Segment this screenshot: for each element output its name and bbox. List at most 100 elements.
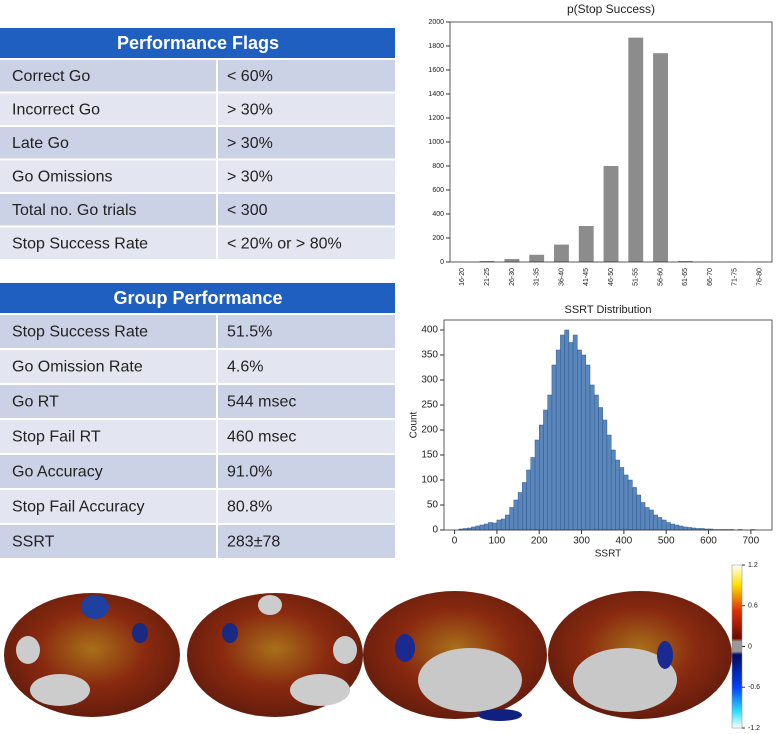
table-cell: 544 msec	[227, 394, 296, 411]
histogram-bar	[636, 494, 642, 531]
histogram-bar	[555, 349, 561, 531]
histogram-bar	[560, 334, 565, 531]
histogram-bar	[483, 523, 489, 531]
x-tick-label: 51-55	[633, 268, 640, 286]
table-row	[0, 160, 395, 192]
table-row	[0, 60, 395, 92]
histogram-bar	[610, 449, 616, 531]
histogram-bar	[665, 522, 671, 531]
table-cell: 460 msec	[227, 429, 296, 446]
table-cell: < 300	[227, 202, 268, 219]
table-cell: < 60%	[227, 68, 273, 85]
y-tick-label: 1400	[428, 91, 444, 98]
table-cell: Go Omissions	[12, 168, 112, 185]
colorbar-tick-label: -1.2	[748, 725, 760, 732]
x-tick-label: 46-50	[608, 268, 615, 286]
histogram-bar	[505, 514, 510, 531]
x-tick-label: 300	[573, 536, 590, 547]
bar	[529, 254, 545, 262]
y-tick-label: 50	[427, 500, 439, 511]
y-tick-label: 1000	[428, 139, 444, 146]
table-title: Group Performance	[113, 288, 282, 308]
histogram-bar	[678, 525, 684, 531]
table-row	[0, 127, 395, 159]
table-cell: 4.6%	[227, 359, 263, 376]
histogram-bar	[500, 518, 506, 531]
x-tick-label: 0	[452, 536, 458, 547]
table-cell: 91.0%	[227, 464, 272, 481]
x-tick-label: 26-30	[509, 268, 516, 286]
table-row	[0, 420, 395, 453]
histogram-bar	[538, 424, 544, 531]
y-tick-label: 0	[432, 525, 438, 536]
histogram-bar	[547, 394, 553, 531]
x-tick-label: 56-60	[657, 268, 664, 286]
histogram-bar	[682, 526, 688, 531]
y-tick-label: 1600	[428, 67, 444, 74]
y-tick-label: 400	[432, 211, 444, 218]
y-tick-label: 1200	[428, 115, 444, 122]
histogram-bar	[653, 514, 658, 531]
x-tick-label: 36-40	[558, 268, 565, 286]
x-tick-label: 100	[489, 536, 506, 547]
y-tick-label: 250	[421, 400, 438, 411]
histogram-bar	[517, 492, 523, 531]
bar	[578, 226, 594, 262]
table-cell: Stop Fail RT	[12, 429, 101, 446]
table-row	[0, 350, 395, 383]
table-cell: Go RT	[12, 394, 59, 411]
histogram-bar	[564, 329, 570, 531]
table-cell: Total no. Go trials	[12, 202, 137, 219]
x-tick-label: 500	[658, 536, 675, 547]
table-cell: 80.8%	[227, 499, 272, 516]
bar	[677, 261, 693, 262]
brain-images	[4, 591, 732, 721]
histogram-bar	[513, 499, 519, 531]
histogram-bar	[522, 482, 527, 531]
histogram-bar	[619, 467, 625, 531]
histogram-bar	[496, 519, 502, 531]
histogram-bar	[627, 479, 633, 531]
table-cell: Go Accuracy	[12, 464, 103, 481]
histogram-bar	[581, 354, 587, 531]
table-row	[0, 455, 395, 488]
table-cell: Go Omission Rate	[12, 359, 143, 376]
histogram-bar	[589, 384, 595, 531]
x-tick-label: 700	[742, 536, 759, 547]
x-axis-label: SSRT	[595, 549, 622, 560]
histogram-bar	[632, 487, 637, 531]
y-tick-label: 200	[421, 425, 438, 436]
table-cell: Stop Success Rate	[12, 324, 148, 341]
y-tick-label: 100	[421, 475, 438, 486]
histogram-bar	[572, 334, 578, 531]
histogram-bar	[534, 439, 540, 531]
histogram-bar	[551, 364, 557, 531]
y-tick-label: 0	[440, 259, 444, 266]
table-cell: Incorrect Go	[12, 101, 100, 118]
table-cell: 51.5%	[227, 324, 272, 341]
y-tick-label: 350	[421, 350, 438, 361]
table-cell: 283±78	[227, 534, 280, 551]
table-row	[0, 490, 395, 523]
histogram-bar	[479, 524, 485, 531]
x-tick-label: 400	[616, 536, 633, 547]
x-tick-label: 600	[700, 536, 717, 547]
histogram-bar	[492, 522, 498, 531]
y-axis-label: Count	[409, 411, 420, 438]
histogram-bar	[471, 526, 476, 531]
table-cell: < 20% or > 80%	[227, 235, 342, 252]
histogram-bar	[568, 342, 574, 531]
table-cell: Correct Go	[12, 68, 90, 85]
y-tick-label: 600	[432, 187, 444, 194]
histogram-bar	[543, 409, 548, 531]
table-row	[0, 227, 395, 259]
colorbar-tick-label: 1.2	[748, 562, 758, 569]
bar	[504, 259, 520, 262]
colorbar	[731, 564, 743, 729]
table-title: Performance Flags	[117, 33, 279, 53]
bar	[603, 166, 619, 262]
x-tick-label: 71-75	[732, 268, 739, 286]
histogram-bar	[644, 507, 650, 531]
plot-frame	[449, 21, 773, 263]
histogram-bar	[674, 524, 680, 531]
